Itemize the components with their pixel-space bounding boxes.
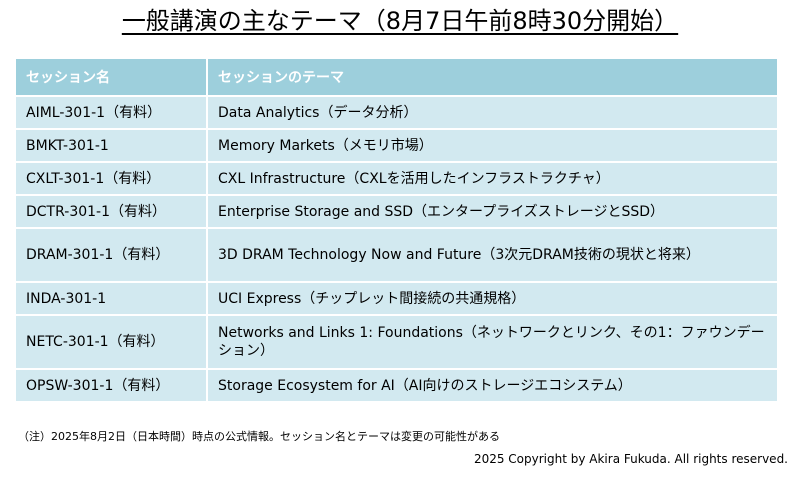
table-row: OPSW-301-1（有料） Storage Ecosystem for AI（… bbox=[14, 368, 779, 403]
footnote: （注）2025年8月2日（日本時間）時点の公式情報。セッション名とテーマは変更の… bbox=[18, 430, 500, 443]
session-name-cell: OPSW-301-1（有料） bbox=[14, 368, 208, 403]
table-row: CXLT-301-1（有料） CXL Infrastructure（CXLを活用… bbox=[14, 161, 779, 196]
session-theme-cell: Memory Markets（メモリ市場） bbox=[206, 128, 779, 163]
session-name-cell: AIML-301-1（有料） bbox=[14, 95, 208, 130]
column-header-session: セッション名 bbox=[14, 57, 208, 97]
session-theme-cell: Networks and Links 1: Foundations（ネットワーク… bbox=[206, 314, 779, 370]
session-name-cell: BMKT-301-1 bbox=[14, 128, 208, 163]
table-row: AIML-301-1（有料） Data Analytics（データ分析） bbox=[14, 95, 779, 130]
table-row: BMKT-301-1 Memory Markets（メモリ市場） bbox=[14, 128, 779, 163]
column-header-theme: セッションのテーマ bbox=[206, 57, 779, 97]
session-theme-cell: Enterprise Storage and SSD（エンタープライズストレージ… bbox=[206, 194, 779, 229]
session-name-cell: INDA-301-1 bbox=[14, 281, 208, 316]
table-row: DCTR-301-1（有料） Enterprise Storage and SS… bbox=[14, 194, 779, 229]
table-header-row: セッション名 セッションのテーマ bbox=[14, 57, 779, 97]
session-theme-cell: CXL Infrastructure（CXLを活用したインフラストラクチャ） bbox=[206, 161, 779, 196]
copyright-notice: 2025 Copyright by Akira Fukuda. All righ… bbox=[473, 452, 788, 466]
table-row: DRAM-301-1（有料） 3D DRAM Technology Now an… bbox=[14, 227, 779, 283]
session-name-cell: NETC-301-1（有料） bbox=[14, 314, 208, 370]
session-name-cell: DCTR-301-1（有料） bbox=[14, 194, 208, 229]
session-name-cell: CXLT-301-1（有料） bbox=[14, 161, 208, 196]
session-name-cell: DRAM-301-1（有料） bbox=[14, 227, 208, 283]
session-table: セッション名 セッションのテーマ AIML-301-1（有料） Data Ana… bbox=[14, 57, 779, 403]
session-theme-cell: 3D DRAM Technology Now and Future（3次元DRA… bbox=[206, 227, 779, 283]
table-row: NETC-301-1（有料） Networks and Links 1: Fou… bbox=[14, 314, 779, 370]
session-theme-cell: Storage Ecosystem for AI（AI向けのストレージエコシステ… bbox=[206, 368, 779, 403]
table-row: INDA-301-1 UCI Express（チップレット間接続の共通規格） bbox=[14, 281, 779, 316]
page-title: 一般講演の主なテーマ（8月7日午前8時30分開始） bbox=[121, 7, 679, 35]
session-theme-cell: Data Analytics（データ分析） bbox=[206, 95, 779, 130]
session-theme-cell: UCI Express（チップレット間接続の共通規格） bbox=[206, 281, 779, 316]
